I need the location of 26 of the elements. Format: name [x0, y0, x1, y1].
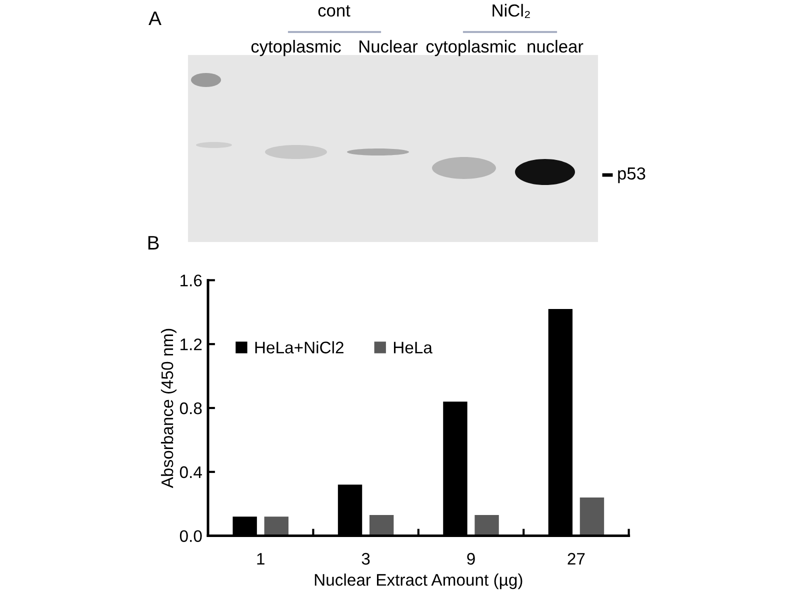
y-tick-label: 0.8 [180, 402, 202, 414]
text: p53 [618, 167, 646, 184]
x-tick-label: 3 [362, 552, 370, 565]
bar [264, 516, 288, 536]
y-axis-title: Absorbance (450 nm) [160, 328, 176, 488]
text: A [148, 12, 162, 26]
text: nuclear [528, 40, 584, 53]
bar [580, 497, 604, 536]
x-axis-title: Nuclear Extract Amount (µg) [314, 574, 522, 590]
x-tick-label: 1 [257, 553, 264, 565]
y-tick-label: 0.4 [180, 466, 202, 478]
bar [369, 515, 394, 536]
bar [474, 515, 499, 536]
text: cytoplasmic [426, 40, 516, 56]
text: Nuclear [360, 40, 418, 53]
legend-label: HeLa [394, 342, 432, 354]
legend-label: HeLa+NiCl2 [255, 341, 344, 354]
text: NiCl₂ [492, 4, 530, 18]
x-tick-label: 9 [467, 552, 475, 565]
text: cont [318, 5, 350, 17]
y-tick-label: 1.6 [180, 274, 202, 286]
y-tick-label: 0.0 [180, 530, 202, 542]
chart-title: B [148, 236, 159, 250]
y-tick-label: 1.2 [180, 338, 202, 350]
x-tick-label: 27 [568, 552, 585, 565]
text: cytoplasmic [251, 40, 341, 56]
